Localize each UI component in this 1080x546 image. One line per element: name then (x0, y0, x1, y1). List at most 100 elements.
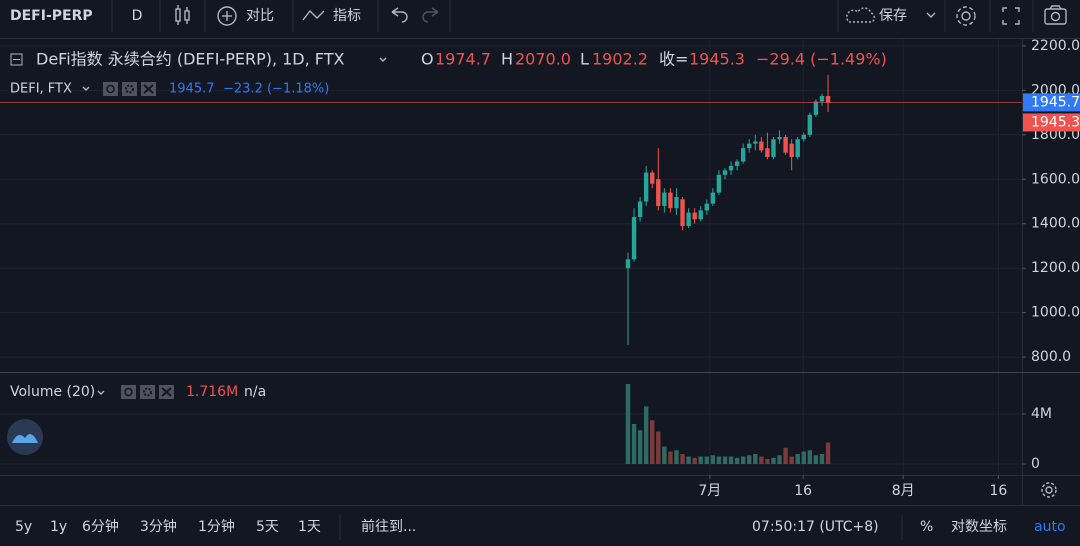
volume-bar (759, 456, 764, 464)
x-tick-label: 16 (794, 483, 812, 499)
candle-body (813, 101, 819, 115)
candle-body (722, 170, 728, 175)
candle-body (747, 143, 752, 149)
y-tick-label: 4M (1031, 406, 1052, 422)
candle-body (680, 199, 685, 226)
volume-menu[interactable] (97, 390, 105, 395)
candle-body (728, 165, 734, 171)
last-price-label: 1945.3 (1031, 114, 1080, 130)
volume-legend: Volume (20) 1.716M n/a (10, 384, 266, 400)
y-tick-label: 800.0 (1031, 349, 1071, 365)
legend-label: O (421, 50, 434, 69)
indicator-icon[interactable] (302, 9, 325, 21)
volume-title: Volume (20) (10, 384, 95, 400)
candle-body (650, 172, 655, 184)
legend-value: 1945.3 (689, 50, 745, 69)
volume-bar (692, 457, 697, 464)
goto-button[interactable]: 前往到... (361, 518, 416, 535)
volume-bar (801, 451, 806, 464)
undo-icon[interactable] (391, 7, 408, 23)
compare-change: −23.2 (−1.18%) (223, 82, 329, 97)
volume-bar (704, 456, 709, 464)
legend-label: L (580, 50, 589, 69)
camera-icon[interactable] (1044, 5, 1067, 25)
volume-bar (698, 456, 703, 464)
chart-type-icon[interactable] (175, 5, 190, 25)
candle-body (637, 201, 643, 218)
compare-price-label: 1945.7 (1031, 94, 1080, 110)
axis-settings[interactable] (1041, 482, 1057, 498)
range-button[interactable]: 1天 (298, 519, 321, 535)
legend-label: H (501, 50, 513, 69)
candle-body (643, 172, 649, 202)
volume-bar (771, 457, 776, 464)
save-button[interactable]: 保存 (879, 8, 907, 24)
log-button[interactable]: 对数坐标 (951, 519, 1007, 535)
candle-body (692, 212, 697, 220)
range-button[interactable]: 5y (15, 519, 32, 535)
candle-body (759, 141, 764, 151)
range-button[interactable]: 3分钟 (140, 518, 177, 535)
compare-price-tag (1023, 93, 1080, 112)
volume-bar (680, 454, 685, 464)
last-price-tag (1023, 113, 1080, 132)
candle-body (662, 192, 667, 206)
volume-bar (819, 454, 825, 464)
legend-value: 1974.7 (435, 50, 491, 69)
candle-body (777, 137, 782, 140)
volume-bar (789, 456, 794, 464)
volume-bar (795, 454, 800, 464)
volume-controls[interactable] (121, 385, 174, 399)
volume-bar (734, 457, 740, 464)
title-menu[interactable] (379, 57, 387, 62)
settings-icon[interactable] (956, 6, 976, 26)
candle-body (765, 148, 770, 158)
compare-controls[interactable] (103, 82, 156, 96)
range-button[interactable]: 1y (50, 519, 67, 535)
candle-body (753, 141, 758, 144)
candle-body (795, 139, 800, 158)
fullscreen-icon[interactable] (1002, 7, 1020, 25)
logo[interactable] (7, 419, 43, 455)
candle-body (631, 217, 637, 260)
compare-icon[interactable] (217, 6, 237, 26)
volume-bar (656, 431, 661, 464)
interval-button[interactable]: D (132, 8, 143, 24)
collapse-icon[interactable] (10, 53, 23, 66)
main-legend: DeFi指数 永续合约 (DEFI-PERP), 1D, FTX O 1974.… (10, 50, 887, 97)
compare-button[interactable]: 对比 (246, 8, 274, 24)
compare-menu[interactable] (82, 86, 90, 91)
symbol-button[interactable]: DEFI-PERP (10, 8, 93, 24)
legend-label: 收= (659, 50, 688, 69)
candle-body (825, 95, 831, 103)
chart-title: DeFi指数 永续合约 (DEFI-PERP), 1D, FTX (36, 50, 344, 69)
candle-body (674, 197, 679, 209)
chart-layer: 7月 16 8月 16800.01000.01200.01400.01600.0180… (0, 38, 1080, 499)
candle-body (656, 179, 661, 206)
candle-body (716, 174, 722, 193)
legend-value: 1902.2 (592, 50, 648, 69)
cloud-icon[interactable] (846, 7, 876, 23)
range-button[interactable]: 5天 (256, 519, 279, 535)
candle-body (801, 134, 806, 140)
range-button[interactable]: 1分钟 (198, 518, 235, 535)
range-button[interactable]: 6分钟 (82, 518, 119, 535)
volume-bar (637, 430, 643, 464)
candle-body (710, 192, 716, 204)
candle-body (698, 210, 703, 220)
volume-bar (668, 451, 673, 464)
percent-button[interactable]: % (920, 519, 933, 535)
save-menu[interactable] (926, 12, 936, 18)
redo-icon[interactable] (422, 7, 439, 23)
legend-change: −29.4 (−1.49%) (756, 50, 887, 69)
volume-bar (807, 450, 813, 464)
candle-body (789, 143, 794, 158)
indicators-button[interactable]: 指标 (333, 8, 361, 24)
x-tick-label: 8月 (892, 483, 915, 499)
volume-bar (625, 384, 631, 464)
volume-bar (747, 455, 752, 464)
auto-button[interactable]: auto (1034, 519, 1066, 535)
y-tick-label: 1000.0 (1031, 305, 1080, 321)
toolbar: DEFI-PERP D 对比 指标 保存 (0, 0, 1080, 39)
